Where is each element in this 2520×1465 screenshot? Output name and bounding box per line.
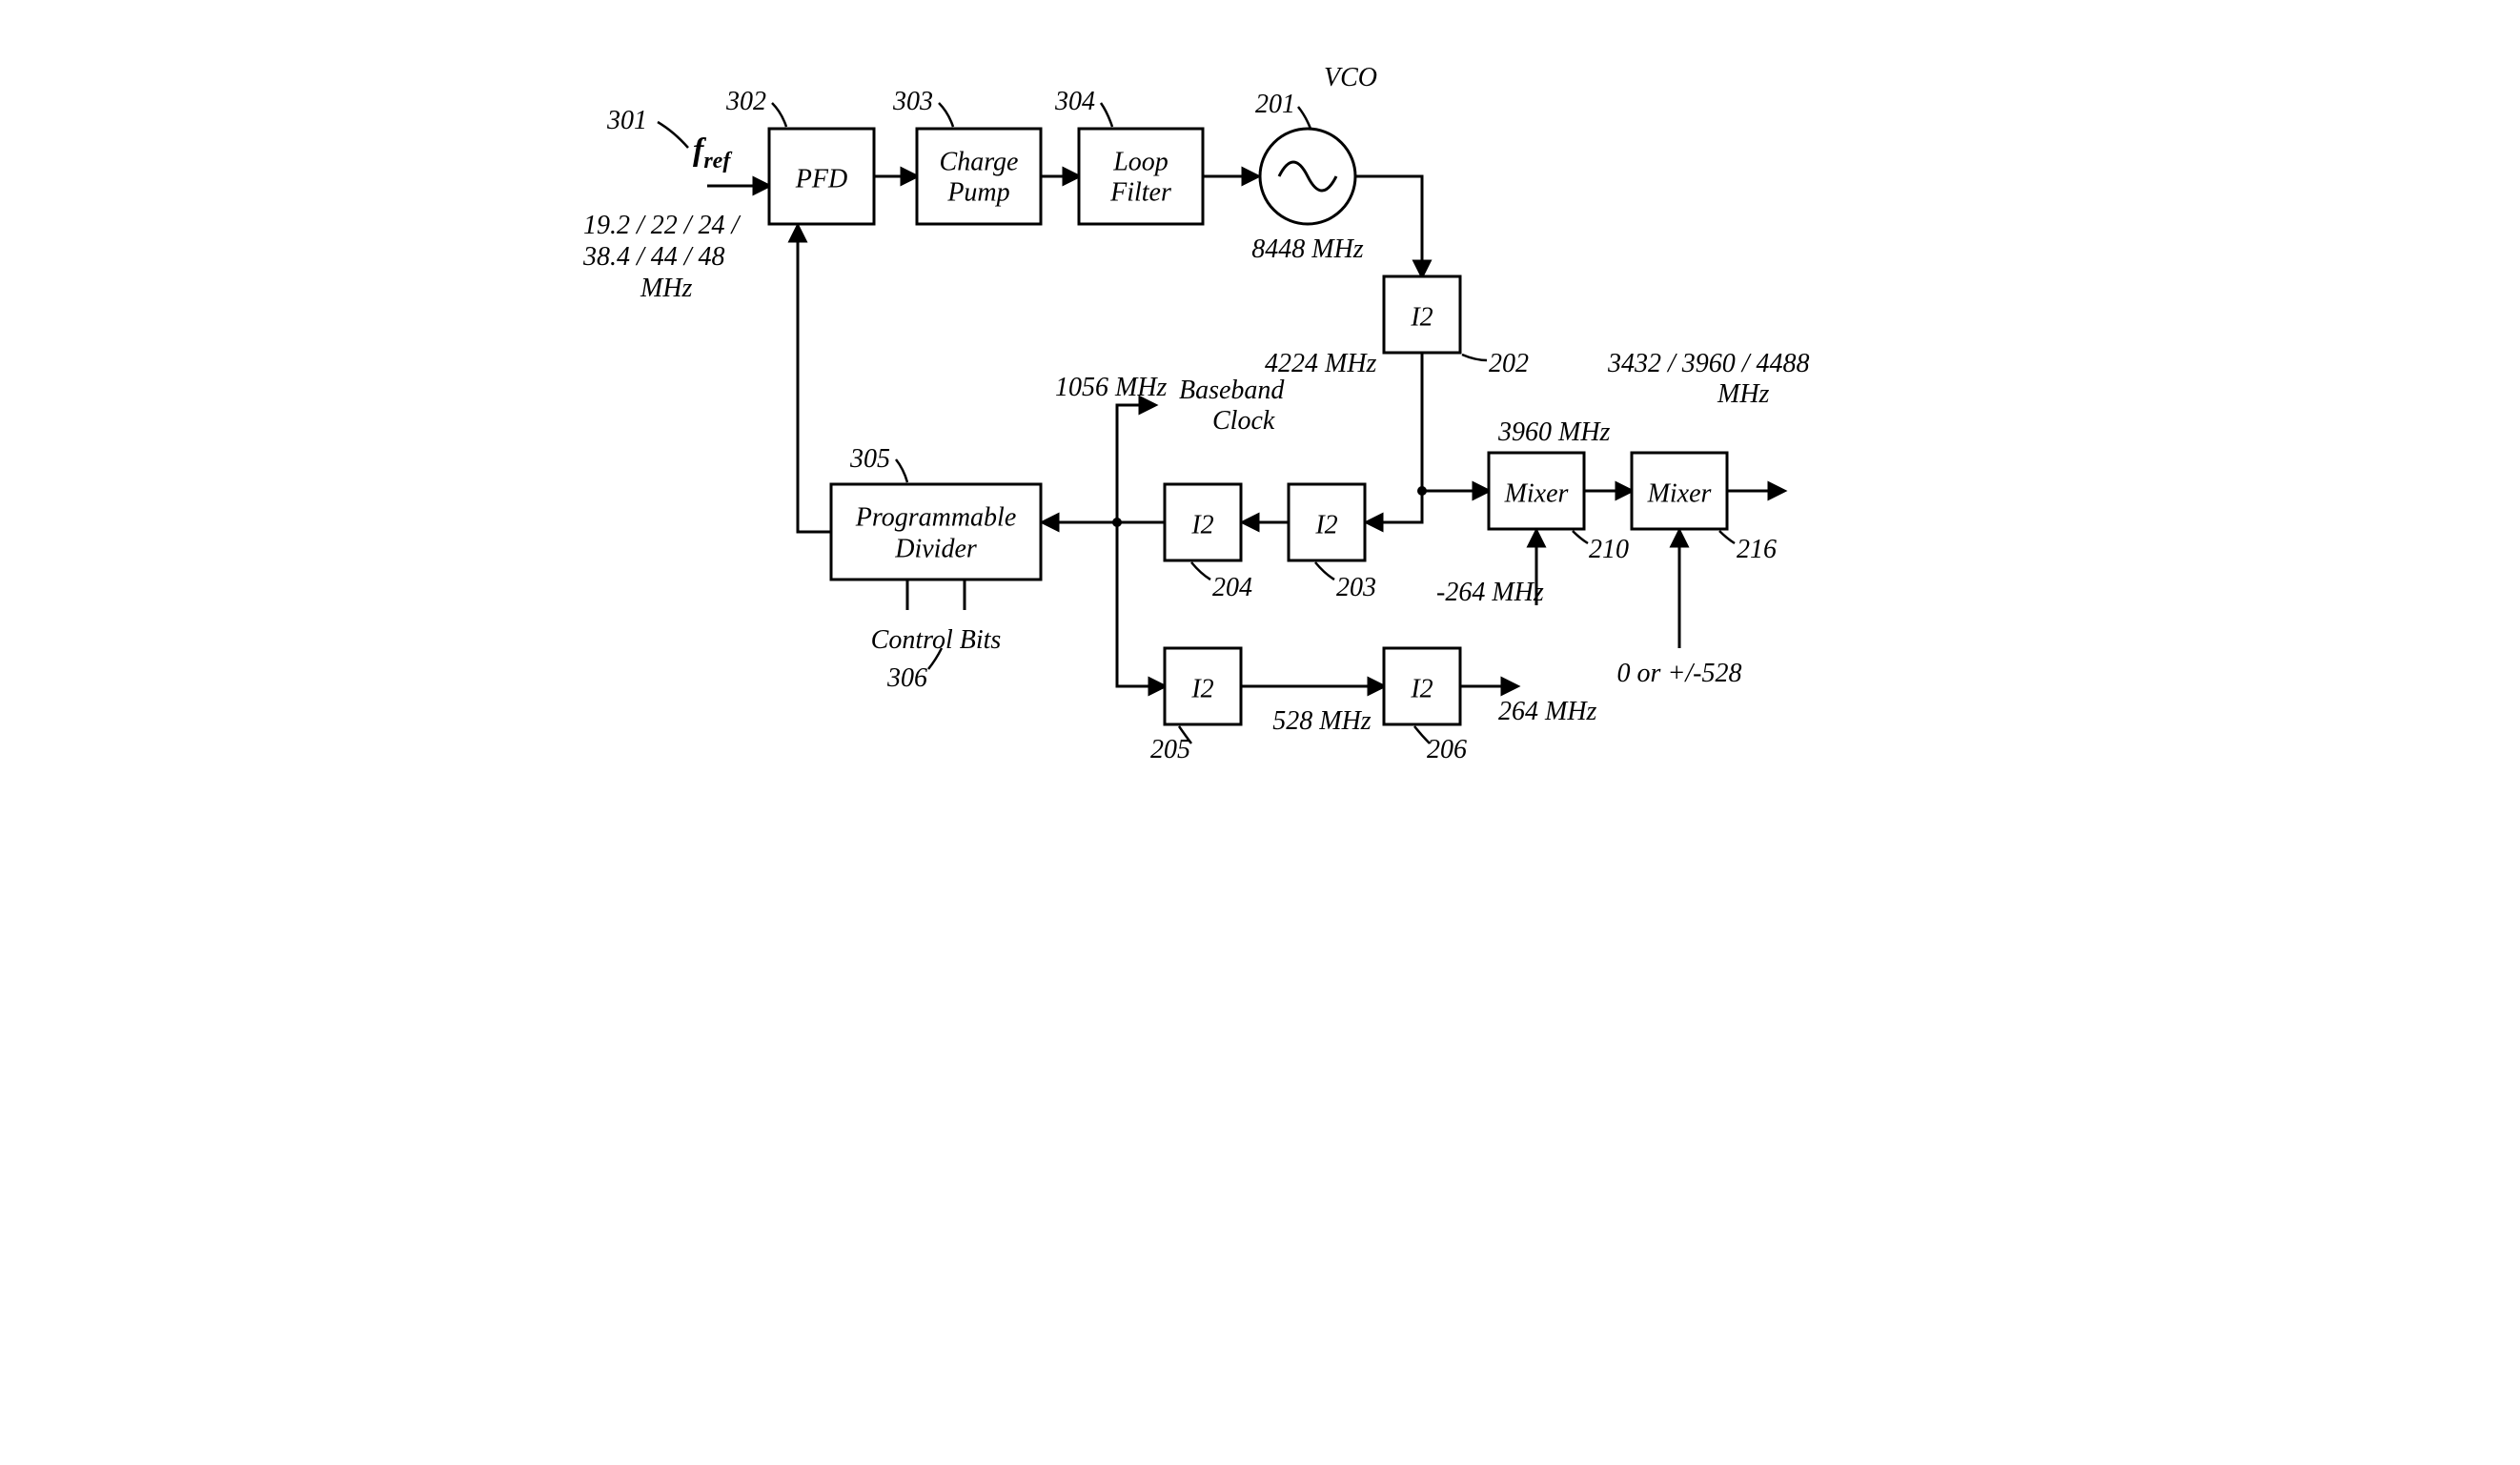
label-1056: 1056 MHz [1055,373,1168,402]
leader-202 [1462,355,1487,360]
ref-302: 302 [725,87,766,116]
leader-303 [939,103,953,127]
wire-progdiv-pfd [798,226,831,532]
ref-206: 206 [1427,735,1467,764]
ref-210: 210 [1589,535,1629,564]
leader-210 [1573,531,1588,543]
pll-block-diagram: PFD Charge Pump Loop Filter I2 I2 I2 I2 … [545,19,1975,848]
label-baseband-1: Baseband [1179,376,1285,405]
label-4224: 4224 MHz [1265,349,1377,378]
leader-304 [1101,103,1112,127]
label-charge-1: Charge [940,147,1019,176]
label-div203: I2 [1314,510,1337,539]
label-zero-pm: 0 or +/-528 [1617,659,1742,688]
label-progdiv-2: Divider [894,534,977,563]
label-fref: fref [693,132,732,173]
leader-216 [1719,531,1735,543]
ref-303: 303 [892,87,933,116]
ref-205: 205 [1150,735,1190,764]
label-reffreq-1: 19.2 / 22 / 24 / [583,211,742,240]
label-div204: I2 [1190,510,1213,539]
wire-baseband-out [1117,405,1155,522]
label-out-1: 3432 / 3960 / 4488 [1607,349,1810,378]
leader-301 [658,122,688,148]
label-out-2: MHz [1717,379,1770,409]
wire-junc-div205 [1117,522,1165,686]
ref-202: 202 [1489,349,1529,378]
leader-302 [772,103,786,127]
ref-305: 305 [849,444,890,474]
ref-216: 216 [1737,535,1777,564]
leader-305 [896,459,907,482]
label-mixer216: Mixer [1647,478,1712,508]
leader-204 [1191,562,1210,580]
label-3960: 3960 MHz [1497,417,1611,447]
label-control-bits: Control Bits [871,625,1002,655]
label-8448: 8448 MHz [1251,234,1364,264]
label-minus264: -264 MHz [1436,578,1544,607]
label-div206: I2 [1410,674,1433,703]
leader-201 [1298,107,1311,129]
ref-203: 203 [1336,573,1376,602]
label-div205: I2 [1190,674,1213,703]
wire-vco-div202 [1355,176,1422,276]
label-charge-2: Pump [946,177,1009,207]
label-reffreq-3: MHz [640,274,693,303]
label-vco: VCO [1324,63,1377,92]
ref-301: 301 [606,106,647,135]
ref-204: 204 [1212,573,1252,602]
label-div202: I2 [1410,302,1433,332]
ref-306: 306 [886,663,927,693]
label-264: 264 MHz [1498,697,1597,726]
label-mixer210: Mixer [1504,478,1569,508]
label-reffreq-2: 38.4 / 44 / 48 [582,242,725,272]
label-baseband-2: Clock [1212,406,1275,436]
label-loop-1: Loop [1112,147,1169,176]
wire-junc-div203 [1367,491,1422,522]
label-pfd: PFD [795,164,847,193]
label-loop-2: Filter [1109,177,1171,207]
leader-203 [1315,562,1334,580]
label-528: 528 MHz [1272,706,1372,736]
ref-304: 304 [1054,87,1095,116]
ref-201: 201 [1255,90,1295,119]
label-progdiv-1: Programmable [855,502,1017,532]
